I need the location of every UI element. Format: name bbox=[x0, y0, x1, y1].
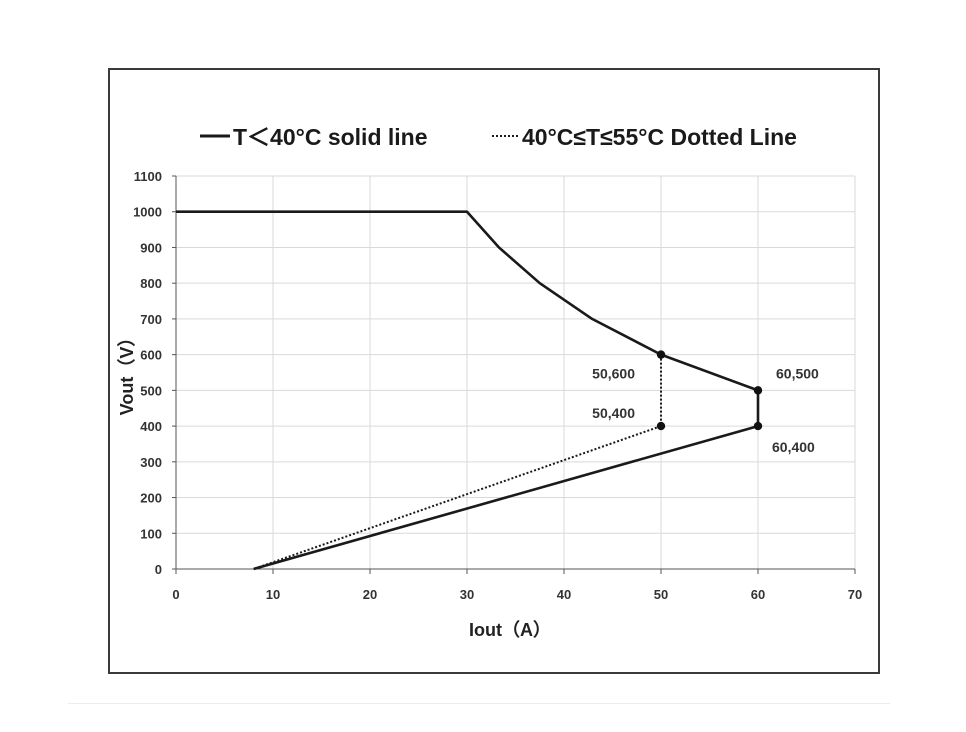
y-tick-label: 700 bbox=[140, 312, 162, 327]
x-tick-label: 20 bbox=[363, 587, 377, 602]
y-tick-label: 1000 bbox=[133, 205, 162, 220]
data-point-marker bbox=[753, 421, 763, 431]
x-tick-label: 30 bbox=[460, 587, 474, 602]
x-tick-label: 10 bbox=[266, 587, 280, 602]
legend: T＜40°C solid line 40°C≤T≤55°C Dotted Lin… bbox=[200, 124, 797, 150]
y-tick-label: 100 bbox=[140, 526, 162, 541]
data-point-marker bbox=[753, 386, 763, 395]
data-point-label: 60,500 bbox=[776, 365, 819, 381]
series-line-solid bbox=[176, 210, 760, 571]
y-tick-label: 800 bbox=[140, 276, 162, 291]
y-tick-label: 400 bbox=[140, 419, 162, 434]
y-tick-label: 900 bbox=[140, 240, 162, 255]
x-tick-label: 70 bbox=[848, 587, 862, 602]
x-tick-label: 40 bbox=[557, 587, 571, 602]
axes: 0 100 200 300 400 500 600 700 800 900 1000 1100 0 10 2… bbox=[133, 169, 862, 602]
x-tick-label: 0 bbox=[172, 587, 179, 602]
legend-label-dotted: 40°C≤T≤55°C Dotted Line bbox=[522, 124, 797, 150]
data-point-label: 50,600 bbox=[592, 366, 635, 382]
y-tick-label: 600 bbox=[140, 348, 162, 363]
divider bbox=[68, 703, 890, 704]
y-tick-label: 1100 bbox=[134, 169, 162, 184]
data-point-label: 50,400 bbox=[592, 405, 635, 421]
x-tick-label: 50 bbox=[654, 587, 668, 602]
legend-label-solid: T＜40°C solid line bbox=[233, 124, 428, 150]
y-axis-title: Vout（V） bbox=[117, 329, 137, 416]
chart-frame bbox=[108, 68, 880, 674]
series-layer bbox=[176, 210, 760, 571]
grid bbox=[176, 175, 856, 569]
data-point-marker bbox=[656, 421, 666, 431]
y-tick-label: 500 bbox=[140, 383, 162, 398]
y-tick-label: 0 bbox=[155, 562, 162, 577]
y-tick-label: 200 bbox=[140, 491, 162, 506]
markers-layer: 50,600 50,400 60,500 60,400 bbox=[592, 350, 819, 455]
x-axis-title: Iout（A） bbox=[469, 620, 551, 640]
data-point-marker bbox=[656, 350, 666, 359]
data-point-label: 60,400 bbox=[772, 439, 815, 455]
x-tick-label: 60 bbox=[751, 587, 765, 602]
y-tick-label: 300 bbox=[140, 455, 162, 470]
